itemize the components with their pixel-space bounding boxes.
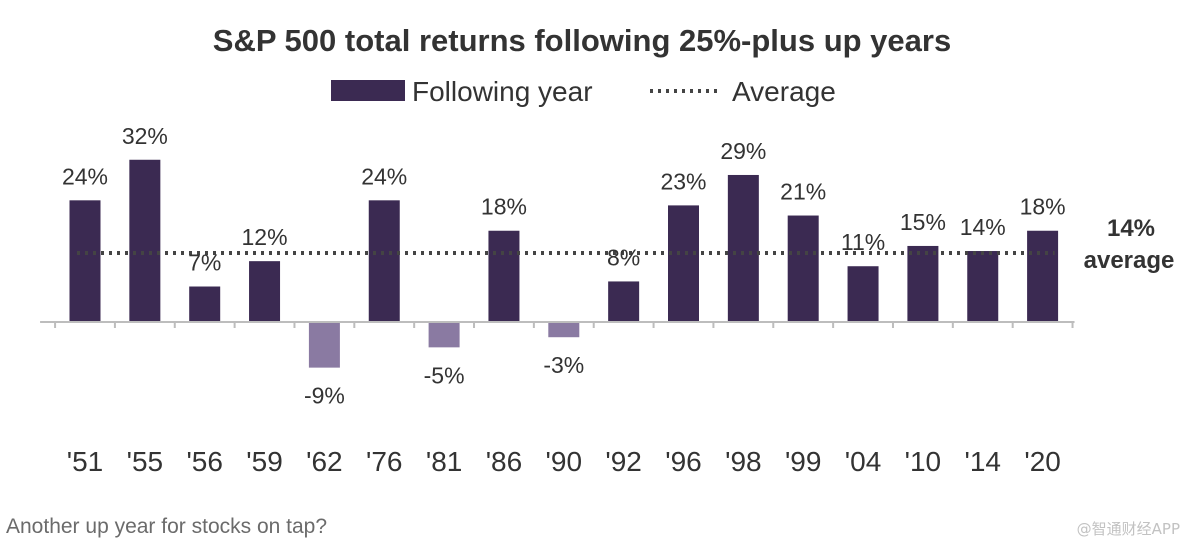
legend-bar-swatch (331, 80, 405, 101)
data-label: 32% (122, 123, 168, 149)
bar-14 (967, 251, 999, 322)
data-label: -5% (424, 362, 465, 388)
category-label: '56 (186, 446, 223, 477)
average-text-label: average (1084, 247, 1175, 274)
category-label: '55 (127, 446, 164, 477)
category-label: '62 (306, 446, 343, 477)
average-value-label: 14% (1107, 215, 1155, 242)
bar-51 (69, 200, 101, 322)
category-label: '98 (725, 446, 762, 477)
chart-title: S&P 500 total returns following 25%-plus… (213, 23, 951, 58)
category-label: '10 (905, 446, 942, 477)
data-label: 24% (361, 163, 407, 189)
category-label: '04 (845, 446, 882, 477)
bar-55 (129, 159, 161, 322)
data-label: -3% (543, 352, 584, 378)
bar-92 (608, 281, 640, 322)
category-label: '99 (785, 446, 822, 477)
bar-20 (1027, 230, 1059, 322)
data-label: 18% (481, 194, 527, 220)
bar-99 (787, 215, 819, 322)
category-label: '92 (605, 446, 642, 477)
bar-59 (249, 261, 281, 322)
category-label: '96 (665, 446, 702, 477)
bar-56 (189, 286, 221, 322)
data-label: 11% (841, 229, 885, 255)
legend-bar-label: Following year (412, 76, 593, 107)
legend: Following year Average (331, 76, 836, 107)
data-label: 18% (1020, 194, 1066, 220)
data-label: 14% (960, 214, 1006, 240)
data-label: 21% (780, 179, 826, 205)
category-label: '20 (1024, 446, 1061, 477)
category-label: '76 (366, 446, 403, 477)
watermark: @智通财经APP (1076, 520, 1180, 538)
caption: Another up year for stocks on tap? (6, 515, 328, 538)
data-label: 24% (62, 163, 108, 189)
bar-96 (668, 205, 699, 322)
data-label: 7% (188, 250, 221, 276)
x-ticks (54, 322, 1074, 328)
data-label: 23% (660, 168, 706, 194)
bar-98 (727, 174, 759, 322)
category-label: '81 (426, 446, 463, 477)
category-label: '59 (246, 446, 283, 477)
bar-04 (847, 266, 879, 322)
data-label: 15% (900, 209, 946, 235)
data-label: 8% (607, 244, 640, 270)
category-label: '86 (486, 446, 523, 477)
data-label: 12% (242, 224, 288, 250)
category-labels: '51 '55 '56 '59 '62 '76 '81 '86 '90 '92 '96 '98 '99 '… (67, 446, 1061, 477)
bar-10 (907, 245, 939, 322)
category-label: '90 (546, 446, 583, 477)
bar-90 (548, 322, 580, 338)
bars (69, 159, 1059, 368)
data-label: -9% (304, 383, 345, 409)
data-labels: 24% 32% 7% 12% -9% 24% -5% 18% -3% 8% 23% 29% 21% 11%… (62, 123, 1066, 409)
data-label: 29% (720, 138, 766, 164)
bar-76 (368, 200, 400, 322)
bar-62 (308, 322, 340, 368)
bar-81 (428, 322, 460, 348)
bar-86 (488, 230, 520, 322)
category-label: '14 (965, 446, 1002, 477)
category-label: '51 (67, 446, 104, 477)
legend-average-label: Average (732, 76, 836, 107)
